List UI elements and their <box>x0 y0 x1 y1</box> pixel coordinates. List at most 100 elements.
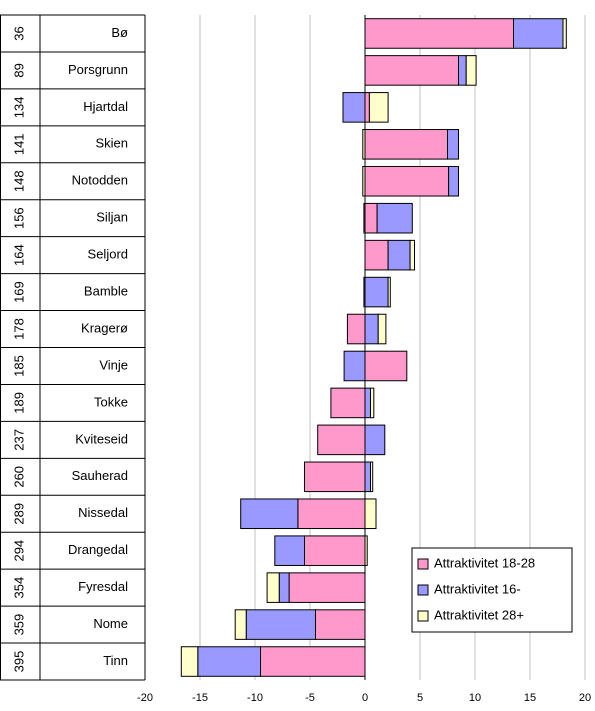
category-label: Bø <box>111 25 128 40</box>
rank-label: 134 <box>11 97 26 119</box>
rank-label: 189 <box>11 392 26 414</box>
legend-label: Attraktivitet 16- <box>434 581 521 596</box>
rank-label: 395 <box>11 651 26 673</box>
bar-segment <box>447 129 459 160</box>
legend-label: Attraktivitet 28+ <box>434 607 524 622</box>
category-label: Hjartdal <box>83 99 128 114</box>
rank-label: 359 <box>11 614 26 636</box>
category-label: Skien <box>95 136 128 151</box>
bar-segment <box>387 239 411 271</box>
x-tick-label: 5 <box>417 692 423 704</box>
rank-label: 148 <box>11 170 26 192</box>
category-label: Drangedal <box>68 542 128 557</box>
bar-segment <box>180 646 199 677</box>
rank-label: 237 <box>11 429 26 451</box>
bar-segment <box>364 239 389 271</box>
category-label: Notodden <box>72 173 128 188</box>
x-tick-label: -15 <box>192 692 208 704</box>
bar-segment <box>330 387 366 419</box>
bar-segment <box>364 129 448 160</box>
category-label: Nissedal <box>78 505 128 520</box>
bar-segment <box>364 424 386 456</box>
bar-segment <box>364 92 370 123</box>
bar-segment <box>304 461 366 493</box>
rank-label: 260 <box>11 466 26 488</box>
x-tick-label: 10 <box>469 692 481 704</box>
legend-box <box>411 547 573 633</box>
bar-segment <box>364 350 408 382</box>
bar-segment <box>364 387 371 419</box>
bar-segment <box>266 572 280 603</box>
bar-segment <box>364 202 378 234</box>
bar-segment <box>513 18 564 49</box>
bar-segment <box>409 239 416 271</box>
x-tick-label: -20 <box>137 692 153 704</box>
category-label: Kragerø <box>81 320 128 335</box>
bar-segment <box>370 461 374 493</box>
rank-label: 169 <box>11 281 26 303</box>
bar-segment <box>562 18 567 49</box>
category-label: Kviteseid <box>75 431 128 446</box>
bar-segment <box>364 55 459 86</box>
bar-segment <box>448 165 460 197</box>
bar-segment <box>197 646 262 677</box>
category-label: Seljord <box>88 247 128 262</box>
bar-segment <box>240 498 299 530</box>
bar-segment <box>364 165 450 197</box>
rank-label: 294 <box>11 540 26 562</box>
x-tick-label: -10 <box>247 692 263 704</box>
bar-segment <box>315 609 366 640</box>
category-label: Porsgrunn <box>68 62 128 77</box>
bar-segment <box>458 55 467 86</box>
bar-segment <box>288 572 366 603</box>
x-tick-label: 20 <box>579 692 591 704</box>
rank-label: 164 <box>11 244 26 266</box>
rank-label: 36 <box>11 26 26 40</box>
bar-segment <box>317 424 366 456</box>
rank-label: 289 <box>11 503 26 525</box>
bar-segment <box>342 92 366 123</box>
bar-segment <box>234 609 247 640</box>
x-tick-label: 15 <box>524 692 536 704</box>
bar-segment <box>346 313 366 345</box>
bar-segment <box>297 498 366 530</box>
bar-segment <box>364 276 389 308</box>
bar-segment <box>274 535 305 566</box>
bar-segment <box>465 55 477 86</box>
bar-segment <box>364 498 377 530</box>
category-label: Fyresdal <box>78 579 128 594</box>
category-label: Tinn <box>103 653 128 668</box>
rank-label: 178 <box>11 318 26 340</box>
bar-segment <box>364 535 368 566</box>
bar-segment <box>364 313 379 345</box>
rank-label: 141 <box>11 133 26 155</box>
bar-segment <box>245 609 316 640</box>
bar-segment <box>370 387 375 419</box>
legend-swatch <box>417 584 429 596</box>
bar-segment <box>364 461 371 493</box>
category-label: Tokke <box>94 394 128 409</box>
bar-segment <box>343 350 366 382</box>
bar-segment <box>363 202 366 234</box>
x-tick-label: -5 <box>305 692 315 704</box>
legend-swatch <box>417 558 429 570</box>
bar-segment <box>362 165 366 197</box>
category-label: Sauherad <box>72 468 128 483</box>
category-label: Siljan <box>96 210 128 225</box>
category-label: Bamble <box>84 284 128 299</box>
bar-segment <box>387 276 391 308</box>
bar-segment <box>278 572 290 603</box>
x-tick-label: 0 <box>362 692 368 704</box>
legend-swatch <box>417 610 429 622</box>
bar-segment <box>364 18 514 49</box>
category-label: Vinje <box>99 357 128 372</box>
bar-segment <box>377 313 387 345</box>
bar-segment <box>260 646 366 677</box>
bar-segment <box>376 202 413 234</box>
bar-segment <box>362 129 366 160</box>
rank-label: 89 <box>11 63 26 77</box>
category-label: Nome <box>93 616 128 631</box>
bar-segment <box>368 92 389 123</box>
rank-label: 354 <box>11 577 26 599</box>
